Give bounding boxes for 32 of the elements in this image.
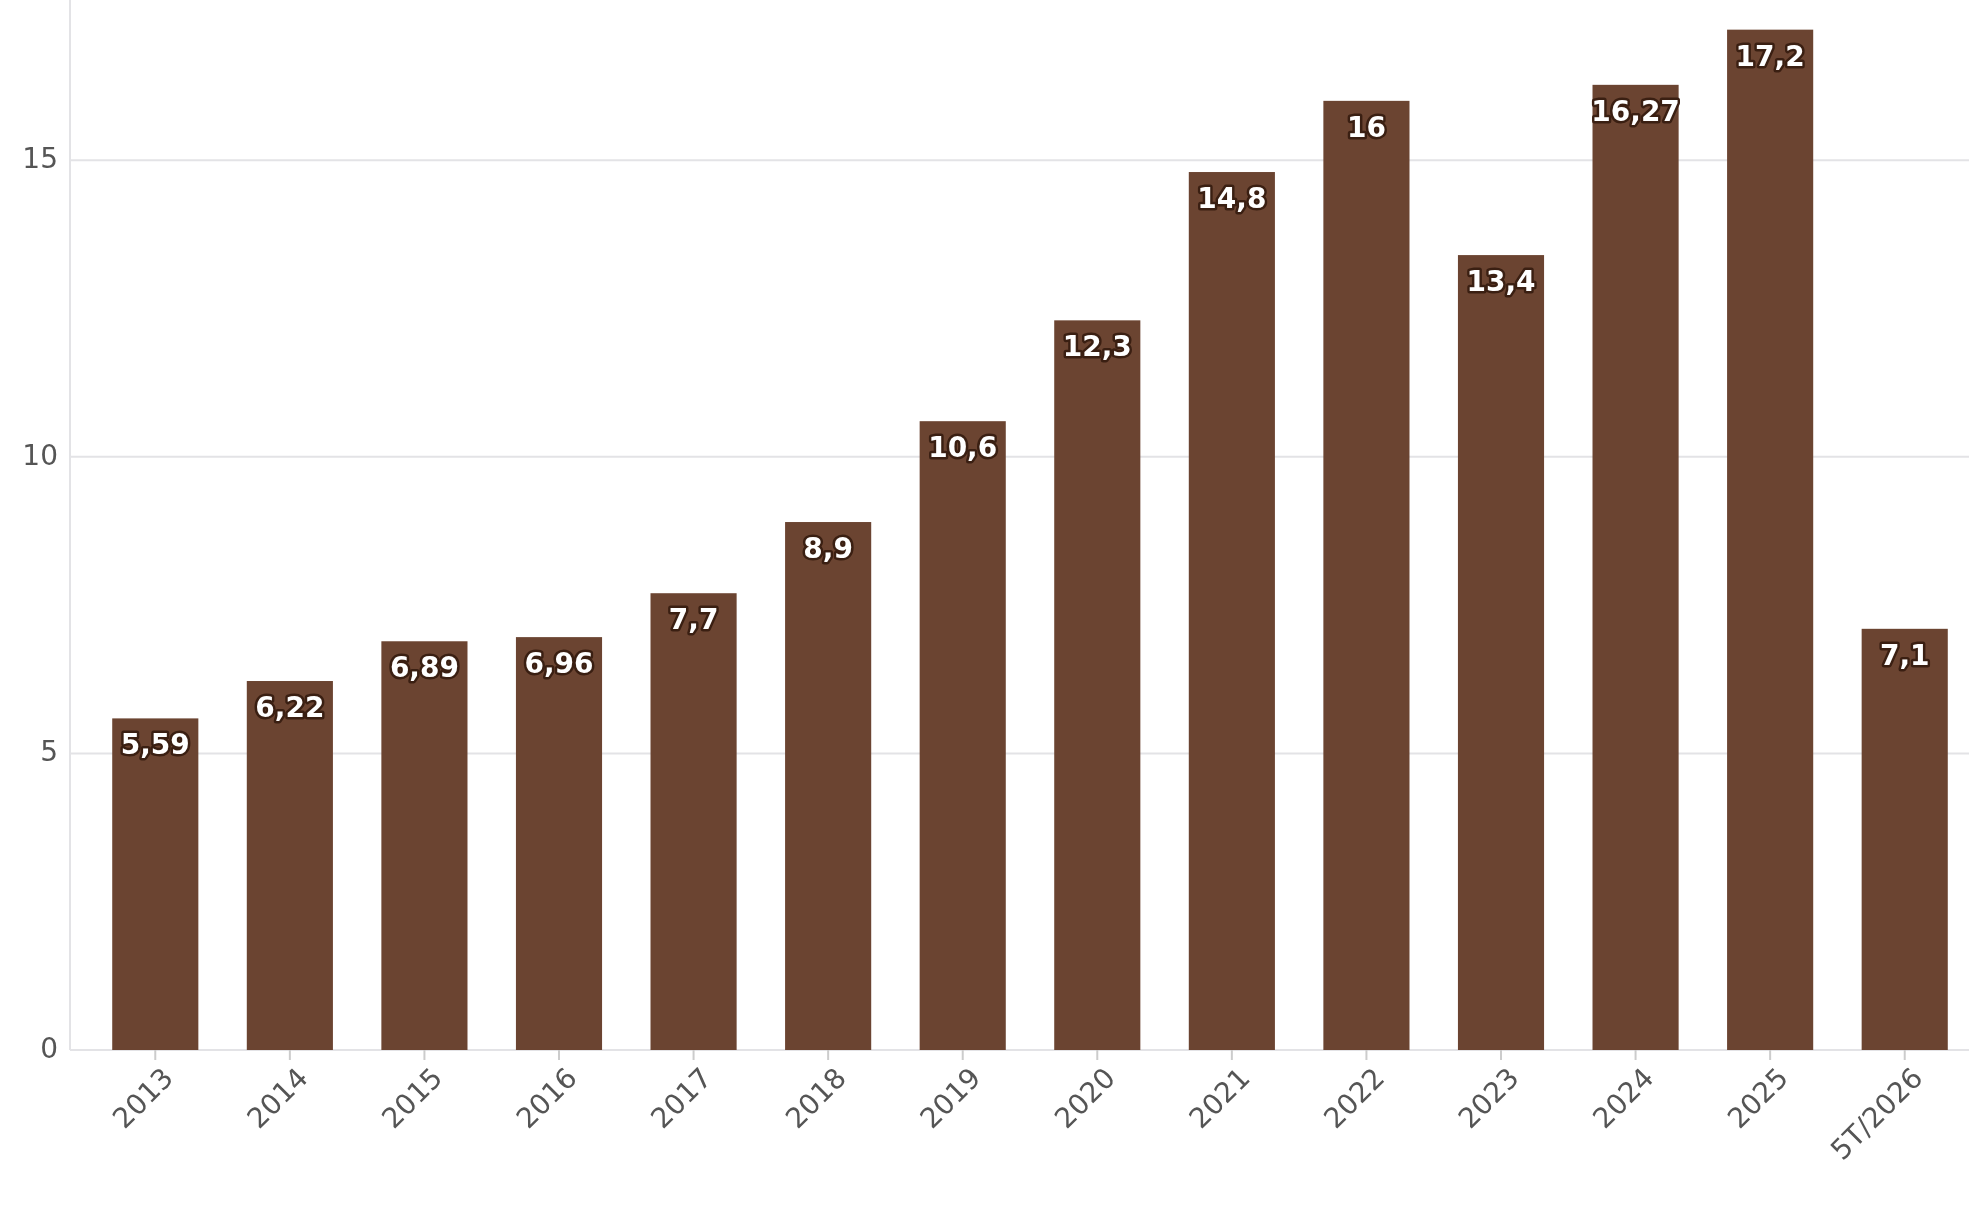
bar <box>515 637 603 1050</box>
y-tick-label: 5 <box>40 735 58 769</box>
data-label: 10,6 <box>928 431 998 465</box>
bar <box>112 718 199 1050</box>
y-tick-label: 15 <box>22 142 58 176</box>
data-label: 6,96 <box>524 647 594 681</box>
bar <box>650 593 737 1050</box>
data-label: 5,59 <box>120 728 190 762</box>
bar <box>1323 100 1410 1050</box>
data-label: 7,7 <box>668 603 719 637</box>
data-label: 12,3 <box>1062 330 1132 364</box>
bar <box>381 641 468 1050</box>
data-label: 13,4 <box>1466 265 1536 299</box>
data-label: 7,1 <box>1879 638 1930 672</box>
data-label: 17,2 <box>1735 39 1805 73</box>
y-tick-label: 10 <box>22 438 58 472</box>
bar <box>1727 29 1814 1050</box>
bar <box>1592 84 1679 1050</box>
y-tick-label: 0 <box>40 1032 58 1065</box>
bar <box>1054 320 1141 1050</box>
data-label: 16 <box>1346 110 1386 144</box>
bar <box>785 522 872 1050</box>
bar <box>919 421 1006 1050</box>
bar <box>1188 172 1275 1050</box>
data-label: 6,22 <box>255 691 325 725</box>
data-label: 14,8 <box>1197 182 1267 216</box>
data-label: 8,9 <box>803 532 853 566</box>
bar <box>1457 255 1545 1050</box>
data-label: 16,27 <box>1591 94 1680 128</box>
bar <box>246 681 333 1050</box>
bar <box>1861 628 1948 1050</box>
data-label: 6,89 <box>389 651 459 685</box>
